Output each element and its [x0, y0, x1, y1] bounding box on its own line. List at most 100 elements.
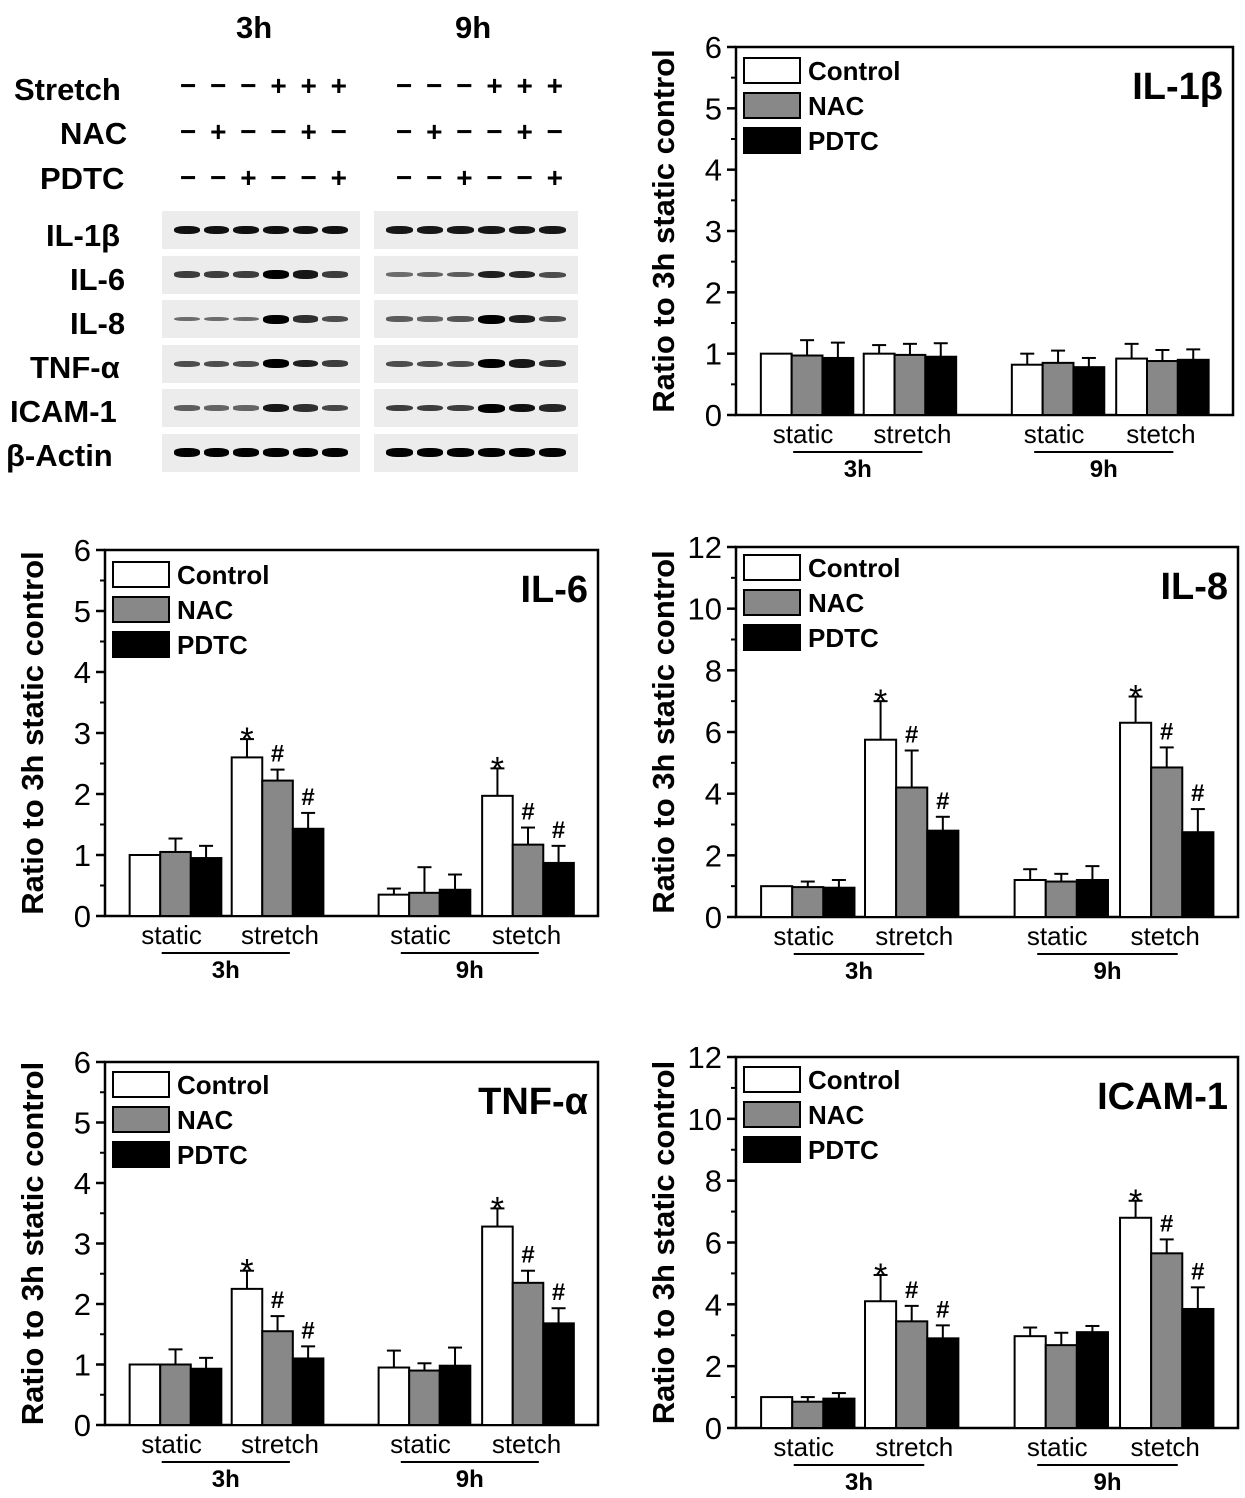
blot-band: [233, 271, 259, 278]
blot-band: [386, 272, 413, 277]
bar: [408, 891, 441, 918]
blot-signs-nac-9h: − + − − + −: [396, 116, 567, 147]
chart-title: IL-1β: [1132, 66, 1223, 108]
blot-time-label-3h: 3h: [236, 10, 273, 45]
significance-mark: #: [271, 1287, 284, 1314]
bar: [159, 850, 192, 918]
y-tick-label: 0: [705, 900, 722, 935]
bar: [511, 1281, 545, 1426]
legend-swatch: [743, 92, 801, 119]
y-axis-label: Ratio to 3h static control: [15, 551, 50, 914]
bar: [1044, 880, 1078, 919]
blot-band: [508, 359, 536, 368]
bar: [1119, 1216, 1153, 1430]
y-tick-label: 4: [705, 777, 722, 812]
blot-band: [508, 270, 536, 279]
category-label: static: [390, 1429, 451, 1459]
blot-band: [539, 359, 566, 368]
chart-il1b: 0 1 2 3 4 5 6 Ratio to 3h static control Control…: [646, 30, 1235, 483]
y-tick-label: 2: [74, 777, 91, 812]
blot-band: [174, 225, 200, 235]
blot-band: [233, 225, 259, 235]
group-label: 3h: [845, 1469, 873, 1496]
y-tick-label: 1: [705, 337, 722, 372]
blot-protein-label-icam1: ICAM-1: [10, 394, 117, 429]
blot-band: [322, 271, 348, 278]
y-tick-label: 0: [74, 899, 91, 934]
blot-protein-label-actin: β-Actin: [6, 438, 113, 473]
blot-band: [478, 448, 505, 457]
blot-band: [174, 271, 200, 278]
blot-band: [203, 360, 230, 367]
bar: [1041, 361, 1075, 417]
y-axis-label: Ratio to 3h static control: [646, 49, 681, 412]
bar: [1150, 766, 1184, 918]
chart-title: IL-6: [520, 569, 588, 611]
bar: [1075, 1331, 1109, 1429]
significance-mark: *: [1129, 1183, 1142, 1221]
group-label: 3h: [845, 958, 873, 985]
category-label: stretch: [241, 920, 319, 950]
legend-swatch: [112, 1106, 170, 1133]
legend-label: NAC: [808, 1100, 865, 1130]
blot-band: [292, 359, 319, 368]
legend-swatch: [743, 554, 801, 581]
legend-label: NAC: [177, 595, 234, 625]
category-label: static: [1027, 921, 1088, 951]
blot-band: [292, 270, 319, 279]
category-label: stretch: [873, 419, 951, 449]
bar: [895, 786, 929, 918]
y-tick-label: 10: [688, 1102, 722, 1137]
y-tick-label: 6: [74, 533, 91, 568]
y-tick-label: 12: [688, 1040, 722, 1075]
group-label: 9h: [1093, 1469, 1121, 1496]
legend-swatch: [112, 631, 170, 658]
group-label: 3h: [212, 1466, 240, 1493]
y-tick-label: 0: [74, 1408, 91, 1443]
bar: [438, 888, 472, 918]
legend-label: PDTC: [808, 623, 879, 653]
bar: [1181, 831, 1215, 918]
bar: [542, 861, 575, 917]
bar: [230, 756, 264, 918]
blot-strip-3-9h: [374, 344, 578, 383]
y-tick-label: 4: [705, 153, 722, 188]
y-axis-label: Ratio to 3h static control: [646, 550, 681, 913]
category-label: stretch: [241, 1429, 319, 1459]
significance-mark: *: [240, 1253, 253, 1291]
blot-band: [386, 360, 413, 367]
blot-band: [233, 316, 259, 322]
blot-signs-pdtc-3h: − − + − − +: [180, 162, 351, 193]
blot-band: [447, 404, 474, 412]
blot-band: [233, 360, 259, 367]
y-axis-label: Ratio to 3h static control: [646, 1061, 681, 1424]
blot-strip-2-9h: [374, 300, 578, 338]
y-tick-label: 6: [705, 715, 722, 750]
blot-band: [322, 360, 348, 367]
blot-band: [447, 316, 474, 322]
legend-swatch: [743, 57, 801, 84]
legend-swatch: [743, 1066, 801, 1093]
category-label: static: [141, 920, 202, 950]
chart-title: ICAM-1: [1097, 1076, 1228, 1118]
significance-mark: #: [521, 1242, 534, 1269]
chart-title: TNF-α: [478, 1081, 588, 1123]
blot-signs-stretch-9h: − − − + + +: [396, 70, 567, 101]
legend-label: Control: [808, 56, 900, 86]
y-tick-label: 3: [705, 214, 722, 249]
significance-mark: #: [905, 1277, 918, 1304]
significance-mark: #: [301, 1317, 314, 1344]
blot-band: [416, 448, 444, 457]
blot-band: [203, 225, 230, 235]
blot-band: [386, 225, 413, 235]
blot-band: [416, 360, 444, 367]
blot-protein-label-il6: IL-6: [70, 262, 126, 297]
blot-band: [322, 225, 348, 235]
legend-label: Control: [808, 1065, 900, 1095]
bar: [377, 893, 411, 918]
blot-band: [478, 314, 505, 324]
y-tick-label: 1: [74, 838, 91, 873]
legend-label: NAC: [808, 588, 865, 618]
